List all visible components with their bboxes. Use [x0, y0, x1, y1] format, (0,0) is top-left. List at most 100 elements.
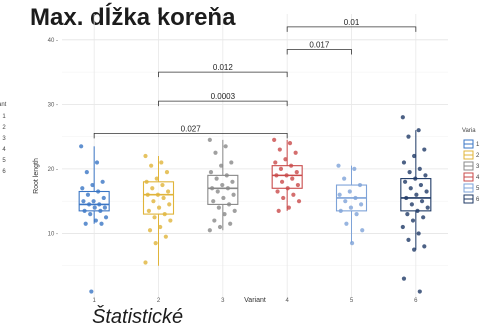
- data-point: [222, 211, 227, 217]
- data-point: [156, 205, 162, 210]
- comparison-bracket: [93, 133, 288, 139]
- data-point: [82, 208, 87, 213]
- data-point: [352, 166, 357, 172]
- data-point: [400, 224, 405, 230]
- data-point: [277, 147, 282, 152]
- data-point: [281, 195, 286, 201]
- data-point: [413, 176, 418, 181]
- data-point: [406, 237, 411, 243]
- data-point: [287, 140, 293, 146]
- data-point: [406, 134, 411, 139]
- data-point: [360, 228, 365, 233]
- data-point: [273, 160, 278, 165]
- data-point: [93, 218, 98, 223]
- data-point: [147, 228, 153, 233]
- data-point: [163, 234, 168, 239]
- data-point: [166, 189, 171, 194]
- data-point: [417, 289, 422, 294]
- data-point: [230, 179, 235, 184]
- y-tick-label: 10 -: [48, 231, 58, 237]
- data-point: [276, 208, 281, 213]
- data-point: [225, 186, 231, 191]
- data-point: [296, 199, 302, 204]
- data-point: [161, 195, 166, 201]
- data-point: [80, 186, 85, 191]
- data-point: [209, 186, 215, 191]
- data-point: [422, 244, 427, 249]
- data-point: [85, 192, 91, 197]
- data-point: [421, 215, 426, 220]
- data-point: [94, 160, 100, 165]
- x-tick-label: 4: [285, 298, 289, 304]
- data-point: [344, 221, 349, 226]
- data-point: [100, 179, 105, 184]
- p-value-label: 0.027: [181, 124, 202, 133]
- data-point: [295, 182, 301, 188]
- data-point: [143, 153, 148, 159]
- data-point: [89, 289, 94, 294]
- data-point: [415, 208, 420, 213]
- data-point: [272, 137, 277, 142]
- data-point: [232, 208, 237, 213]
- data-point: [160, 182, 165, 188]
- data-point: [84, 170, 89, 175]
- data-point: [357, 182, 363, 188]
- data-point: [337, 192, 342, 197]
- data-point: [278, 166, 284, 172]
- data-point: [349, 241, 355, 246]
- p-value-label: 0.01: [344, 18, 360, 27]
- data-point: [155, 192, 161, 197]
- data-point: [162, 211, 167, 217]
- data-point: [416, 128, 421, 133]
- data-point: [159, 160, 164, 165]
- comparison-bracket: [286, 26, 417, 32]
- data-point: [96, 189, 101, 194]
- data-point: [208, 170, 214, 175]
- data-point: [81, 199, 86, 204]
- y-tick-label: 40 -: [48, 38, 58, 44]
- data-point: [286, 205, 291, 210]
- legend-right-title: Varia: [462, 128, 476, 134]
- legend-right-entry: 5: [476, 186, 480, 192]
- data-point: [401, 160, 407, 165]
- data-point: [207, 137, 212, 142]
- data-point: [224, 173, 229, 178]
- data-point: [143, 260, 148, 265]
- data-point: [207, 228, 212, 233]
- data-point: [97, 202, 102, 207]
- data-point: [336, 163, 341, 168]
- data-point: [145, 192, 150, 197]
- data-point: [217, 224, 223, 230]
- data-point: [409, 202, 414, 207]
- legend-left-entry: 2: [2, 125, 6, 131]
- data-point: [418, 182, 424, 188]
- data-point: [285, 186, 290, 191]
- data-point: [342, 176, 347, 181]
- slide-caption: Štatistické: [92, 306, 184, 328]
- legend-left-entry: 1: [2, 114, 6, 120]
- data-point: [279, 179, 285, 184]
- data-point: [215, 189, 220, 194]
- data-point: [338, 208, 343, 213]
- data-point: [152, 215, 157, 220]
- data-point: [408, 186, 413, 191]
- data-point: [149, 163, 154, 168]
- y-tick-label: 20 -: [48, 167, 58, 173]
- chart-title: Max. dĺžka koreňa: [30, 4, 236, 31]
- comparison-bracket: [158, 71, 288, 78]
- data-point: [425, 205, 430, 210]
- data-point: [422, 147, 427, 152]
- data-point: [167, 202, 172, 207]
- legend-left-title: ant: [0, 102, 7, 108]
- data-point: [223, 144, 228, 149]
- p-value-label: 0.017: [309, 41, 330, 50]
- data-point: [289, 163, 294, 168]
- data-point: [419, 199, 425, 204]
- data-point: [83, 221, 88, 226]
- data-point: [164, 170, 170, 175]
- data-point: [221, 195, 226, 201]
- p-value-label: 0.0003: [211, 92, 236, 101]
- data-point: [359, 202, 364, 207]
- data-point: [144, 179, 149, 184]
